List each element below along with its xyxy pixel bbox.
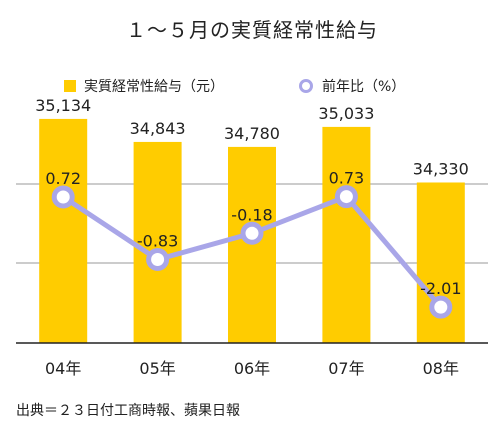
bar-value-label-2: 34,780 [224, 124, 280, 143]
legend: 実質経常性給与（元） 前年比（%） [0, 76, 504, 98]
bar-value-label-0: 35,134 [35, 96, 91, 115]
bar-2 [228, 146, 276, 343]
chart-title: １～５月の実質経常性給与 [126, 18, 378, 42]
x-tick-label-3: 07年 [328, 359, 364, 378]
legend-line-swatch [298, 78, 314, 94]
bar-3 [322, 126, 371, 343]
yoy-value-label-3: 0.73 [329, 169, 365, 188]
legend-label-yoy: 前年比（%） [322, 79, 406, 95]
yoy-value-label-4: -2.01 [420, 279, 461, 298]
legend-item-salary: 実質経常性給与（元） [64, 76, 224, 96]
bar-value-label-1: 34,843 [130, 119, 186, 138]
x-tick-label-2: 06年 [234, 359, 270, 378]
yoy-point-1 [146, 247, 170, 271]
x-tick-label-1: 05年 [139, 359, 175, 378]
x-tick-label-4: 08年 [423, 359, 459, 378]
bar-0 [39, 118, 88, 343]
yoy-point-4 [429, 295, 453, 319]
x-tick-label-0: 04年 [45, 359, 81, 378]
yoy-value-label-1: -0.83 [137, 231, 178, 250]
legend-label-salary: 実質経常性給与（元） [84, 79, 224, 95]
legend-item-yoy: 前年比（%） [298, 76, 405, 96]
yoy-point-3 [334, 185, 358, 209]
yoy-point-2 [240, 221, 264, 245]
bar-1 [133, 141, 182, 343]
bar-value-label-3: 35,033 [318, 104, 374, 123]
source-note: 出典＝２３日付工商時報、蘋果日報 [16, 403, 240, 419]
bar-value-label-4: 34,330 [413, 159, 469, 178]
yoy-value-label-0: 0.72 [45, 169, 81, 188]
legend-bar-swatch [64, 80, 76, 92]
bar-4 [416, 182, 465, 343]
yoy-value-label-2: -0.18 [231, 205, 272, 224]
yoy-point-0 [51, 185, 75, 209]
